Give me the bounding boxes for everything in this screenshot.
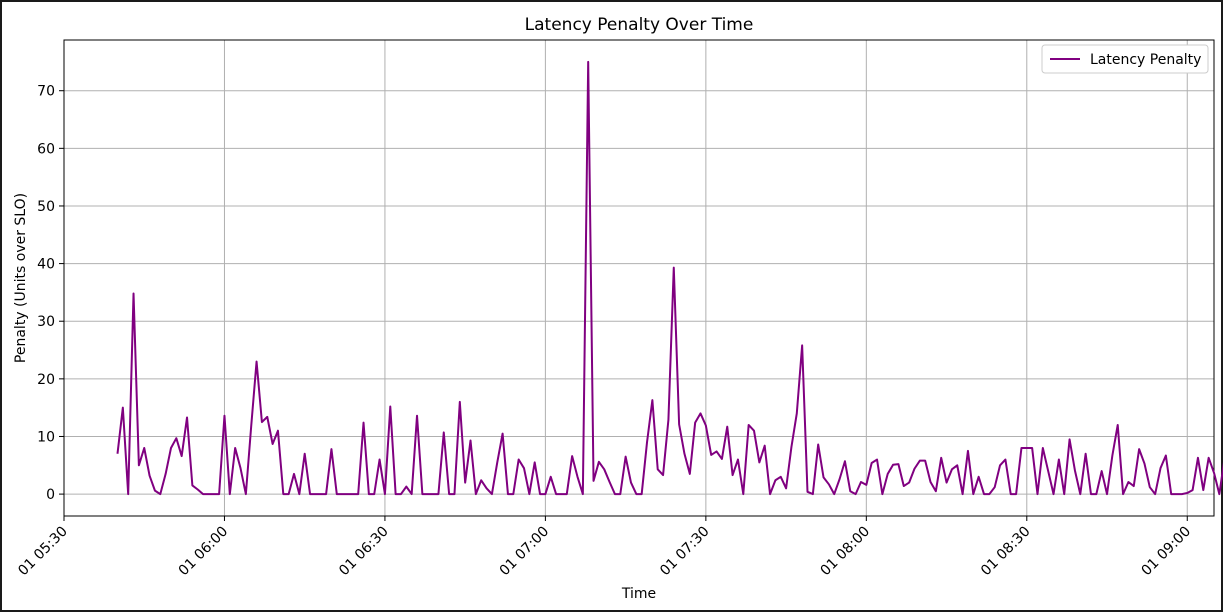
y-tick-label: 30 — [37, 314, 55, 330]
series-layer — [116, 60, 1223, 496]
y-axis-ticks: 0 10 20 30 40 50 60 70 — [37, 84, 64, 503]
x-gridlines — [63, 40, 1188, 516]
series-line-latency-penalty — [116, 60, 1223, 496]
x-tick-label: 01 09:00 — [1138, 524, 1194, 580]
plot-frame — [63, 39, 1215, 517]
x-tick-label: 01 06:00 — [176, 524, 232, 580]
x-tick-label: 01 05:30 — [15, 524, 71, 580]
legend-box — [1041, 44, 1209, 74]
plot-area-background — [64, 40, 1214, 516]
chart-title: Latency Penalty Over Time — [525, 15, 754, 35]
x-tick-label: 01 07:30 — [657, 524, 713, 580]
x-axis-label: Time — [621, 586, 656, 602]
y-tick-label: 10 — [37, 429, 55, 445]
legend: Latency Penalty — [1041, 44, 1209, 74]
x-tick-label: 01 08:30 — [978, 524, 1034, 580]
y-tick-label: 20 — [37, 372, 55, 388]
y-tick-label: 70 — [37, 84, 55, 100]
y-tick-label: 0 — [46, 487, 55, 503]
y-tick-label: 60 — [37, 141, 55, 157]
y-axis-label: Penalty (Units over SLO) — [13, 193, 29, 363]
y-tick-label: 50 — [37, 199, 55, 215]
x-tick-label: 01 08:00 — [818, 524, 874, 580]
legend-label: Latency Penalty — [1090, 52, 1201, 68]
x-tick-label: 01 06:30 — [336, 524, 392, 580]
x-axis-ticks: 01 05:30 01 06:00 01 06:30 01 07:00 01 07:30… — [15, 516, 1194, 579]
x-tick-label: 01 07:00 — [497, 524, 553, 580]
y-tick-label: 40 — [37, 257, 55, 273]
